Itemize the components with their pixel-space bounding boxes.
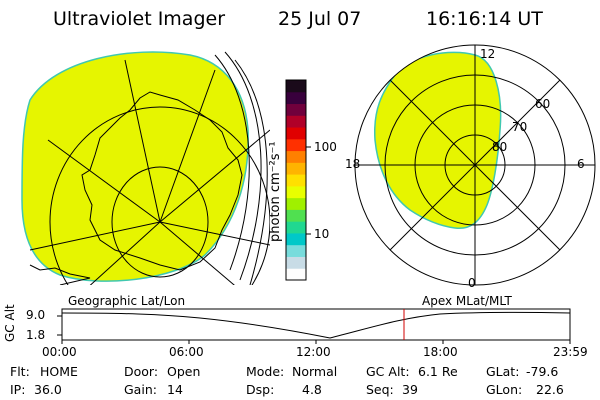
mlt-label-12: 12 — [480, 47, 496, 61]
altitude-curve — [61, 311, 571, 339]
info-seq-label: Seq: — [366, 382, 394, 397]
instrument-title: Ultraviolet Imager — [53, 8, 226, 30]
xtick-2359: 23:59 — [553, 345, 588, 359]
colorbar-segment — [286, 138, 306, 152]
info-mode-label: Mode: — [246, 364, 285, 379]
colorbar-segment — [286, 80, 306, 93]
info-flt-label: Flt: — [10, 364, 30, 379]
mlt-label-6: 6 — [577, 157, 585, 171]
colorbar-segment — [286, 232, 306, 246]
altitude-plot — [57, 308, 571, 344]
xtick-1200: 12:00 — [296, 345, 331, 359]
info-ip-label: IP: — [10, 382, 26, 397]
altitude-ylabel: GC Alt — [3, 304, 17, 342]
colorbar-segment — [286, 150, 306, 163]
colorbar-segment — [286, 197, 306, 210]
geo-uv-emission — [21, 51, 249, 282]
polar-map — [354, 44, 596, 286]
info-gain-value: 14 — [167, 382, 183, 397]
colorbar-segment — [286, 244, 306, 257]
colorbar-segment — [286, 91, 306, 105]
info-gcalt-value: 6.1 Re — [418, 364, 458, 379]
colorbar-unit-label: photon cm⁻²s⁻¹ — [268, 141, 283, 242]
mlat-label-60: 60 — [535, 97, 551, 111]
colorbar-segment — [286, 221, 306, 234]
mlat-label-70: 70 — [512, 120, 528, 134]
colorbar-segment — [286, 103, 306, 116]
info-ip-value: 36.0 — [34, 382, 62, 397]
coastline — [81, 91, 243, 271]
mlat-label-80: 80 — [492, 140, 508, 154]
info-seq-value: 39 — [402, 382, 418, 397]
info-glon-label: GLon: — [486, 382, 523, 397]
colorbar-tick-10: 10 — [314, 227, 330, 241]
info-dsp-value: 4.8 — [302, 382, 322, 397]
colorbar-tick-100: 100 — [314, 140, 337, 154]
xtick-1800: 18:00 — [423, 345, 458, 359]
info-glat-label: GLat: — [486, 364, 520, 379]
time-label: 16:16:14 UT — [426, 8, 543, 30]
xtick-0600: 06:00 — [169, 345, 204, 359]
mlt-label-0: 0 — [468, 276, 476, 290]
colorbar-segment — [286, 268, 306, 281]
colorbar-segment — [286, 185, 306, 199]
colorbar-segment — [286, 256, 306, 269]
geo-map-label: Geographic Lat/Lon — [68, 294, 186, 308]
xtick-0000: 00:00 — [42, 345, 77, 359]
date-label: 25 Jul 07 — [278, 8, 362, 30]
colorbar-frame — [285, 79, 307, 281]
altitude-ytick-1-8: 1.8 — [26, 328, 46, 342]
colorbar-segment — [286, 209, 306, 222]
altitude-ytick-9: 9.0 — [26, 308, 46, 322]
geographic-map — [21, 51, 270, 285]
polar-map-label: Apex MLat/MLT — [422, 294, 512, 308]
info-door-value: Open — [167, 364, 201, 379]
info-mode-value: Normal — [292, 364, 338, 379]
mlt-label-18: 18 — [345, 157, 361, 171]
colorbar — [286, 80, 306, 281]
info-dsp-label: Dsp: — [246, 382, 275, 397]
info-door-label: Door: — [124, 364, 159, 379]
info-gain-label: Gain: — [124, 382, 157, 397]
colorbar-segment — [286, 127, 306, 140]
colorbar-segment — [286, 115, 306, 128]
info-glon-value: 22.6 — [536, 382, 564, 397]
info-glat-value: -79.6 — [526, 364, 559, 379]
info-flt-value: HOME — [40, 364, 78, 379]
colorbar-segment — [286, 174, 306, 187]
info-gcalt-label: GC Alt: — [366, 364, 410, 379]
colorbar-segment — [286, 162, 306, 175]
